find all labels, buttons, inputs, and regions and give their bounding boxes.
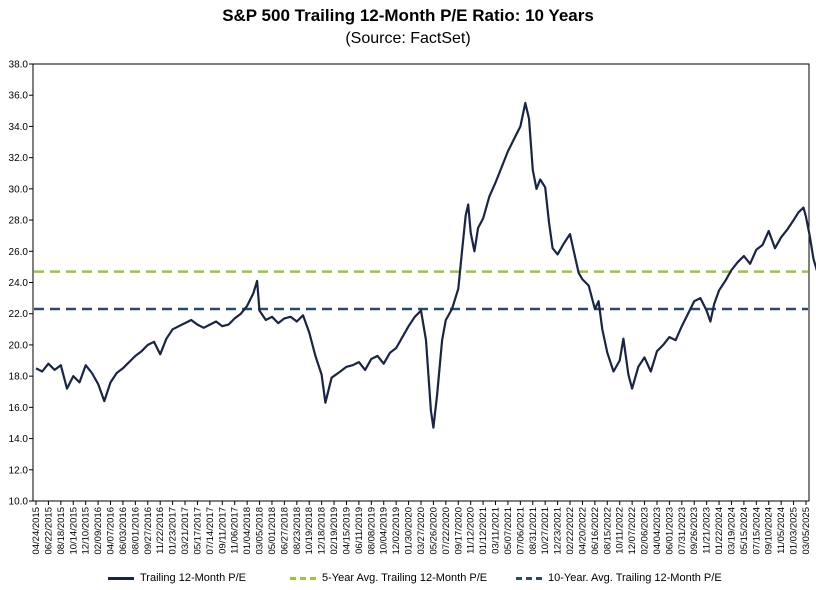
y-tick-label: 38.0 bbox=[9, 60, 29, 71]
x-tick-label: 06/11/2019 bbox=[354, 507, 365, 554]
x-tick-label: 12/07/2022 bbox=[627, 507, 638, 555]
line-chart: 10.0 12.0 14.0 16.0 18.0 20.0 22.0 24.0 26.0 28.0… bbox=[9, 60, 816, 555]
legend-label-5yr-avg: 5-Year Avg. Trailing 12-Month P/E bbox=[322, 572, 488, 584]
series-line-trailing-pe bbox=[35, 101, 816, 429]
x-tick-label: 06/27/2018 bbox=[279, 507, 290, 555]
x-tick-label: 02/19/2019 bbox=[329, 507, 340, 555]
x-tick-label: 04/07/2016 bbox=[106, 507, 117, 555]
x-tick-label: 06/16/2022 bbox=[590, 507, 601, 555]
x-tick-label: 05/07/2021 bbox=[503, 507, 514, 555]
x-tick-label: 01/22/2024 bbox=[714, 507, 725, 555]
x-tick-label: 11/12/2020 bbox=[466, 507, 477, 554]
x-tick-label: 02/22/2022 bbox=[565, 507, 576, 555]
x-tick-label: 08/23/2018 bbox=[292, 507, 303, 555]
x-tick-label: 09/10/2024 bbox=[764, 507, 775, 555]
x-tick-label: 03/05/2018 bbox=[255, 507, 266, 555]
x-tick-label: 04/15/2019 bbox=[341, 507, 352, 555]
x-tick-label: 09/11/2017 bbox=[217, 507, 228, 554]
x-tick-label: 09/27/2016 bbox=[143, 507, 154, 555]
x-tick-label: 03/11/2021 bbox=[491, 507, 502, 554]
y-tick-label: 28.0 bbox=[9, 216, 29, 227]
x-tick-label: 11/21/2023 bbox=[702, 507, 713, 554]
x-tick-label: 08/31/2021 bbox=[528, 507, 539, 555]
y-tick-label: 32.0 bbox=[9, 153, 29, 164]
y-tick-label: 16.0 bbox=[9, 403, 29, 414]
legend-item-10yr-avg: 10-Year. Avg. Trailing 12-Month P/E bbox=[516, 572, 722, 584]
x-tick-label: 12/23/2021 bbox=[553, 507, 564, 555]
x-tick-label: 11/06/2017 bbox=[230, 507, 241, 554]
x-tick-label: 10/19/2018 bbox=[304, 507, 315, 555]
y-tick-label: 18.0 bbox=[9, 372, 29, 383]
x-tick-label: 02/06/2023 bbox=[640, 507, 651, 555]
x-tick-label: 08/01/2016 bbox=[130, 507, 141, 555]
series-layer bbox=[34, 101, 816, 429]
x-tick-label: 05/26/2020 bbox=[428, 507, 439, 555]
x-tick-label: 02/09/2016 bbox=[93, 507, 104, 555]
x-tick-label: 01/04/2018 bbox=[242, 507, 253, 555]
x-tick-label: 07/14/2017 bbox=[205, 507, 216, 555]
x-tick-label: 01/12/2021 bbox=[478, 507, 489, 555]
x-tick-label: 10/11/2022 bbox=[615, 507, 626, 554]
y-tick-label: 14.0 bbox=[9, 434, 29, 445]
x-tick-label: 12/18/2018 bbox=[317, 507, 328, 555]
legend-label-trailing-pe: Trailing 12-Month P/E bbox=[140, 572, 246, 584]
x-tick-label: 06/03/2016 bbox=[118, 507, 129, 555]
x-tick-label: 01/23/2017 bbox=[168, 507, 179, 555]
x-tick-label: 03/27/2020 bbox=[416, 507, 427, 555]
x-tick-label: 06/01/2023 bbox=[664, 507, 675, 555]
x-tick-label: 04/20/2022 bbox=[577, 507, 588, 555]
y-tick-label: 36.0 bbox=[9, 91, 29, 102]
x-tick-label: 03/05/2025 bbox=[801, 507, 812, 555]
y-tick-label: 34.0 bbox=[9, 122, 29, 133]
plot-area bbox=[32, 63, 810, 502]
legend-item-trailing-pe: Trailing 12-Month P/E bbox=[108, 572, 246, 584]
x-tick-label: 08/18/2015 bbox=[56, 507, 67, 555]
x-tick-label: 05/01/2018 bbox=[267, 507, 278, 555]
x-tick-label: 03/21/2017 bbox=[180, 507, 191, 555]
x-tick-label: 09/17/2020 bbox=[453, 507, 464, 555]
y-tick-label: 20.0 bbox=[9, 340, 29, 351]
x-tick-label: 03/19/2024 bbox=[726, 507, 737, 555]
x-tick-label: 05/15/2024 bbox=[739, 507, 750, 555]
legend-label-10yr-avg: 10-Year. Avg. Trailing 12-Month P/E bbox=[548, 572, 722, 584]
legend-item-5yr-avg: 5-Year Avg. Trailing 12-Month P/E bbox=[290, 572, 487, 584]
x-tick-label: 08/08/2019 bbox=[366, 507, 377, 555]
y-tick-label: 24.0 bbox=[9, 278, 29, 289]
x-tick-label: 12/10/2015 bbox=[81, 507, 92, 555]
x-tick-label: 04/24/2015 bbox=[31, 507, 42, 555]
x-tick-label: 11/05/2024 bbox=[776, 507, 787, 554]
y-axis: 10.0 12.0 14.0 16.0 18.0 20.0 22.0 24.0 26.0 28.0… bbox=[9, 60, 33, 508]
x-tick-label: 07/22/2020 bbox=[441, 507, 452, 555]
legend: Trailing 12-Month P/E 5-Year Avg. Traili… bbox=[0, 572, 816, 588]
y-tick-label: 10.0 bbox=[9, 497, 29, 508]
y-tick-label: 22.0 bbox=[9, 309, 29, 320]
chart-title: S&P 500 Trailing 12-Month P/E Ratio: 10 … bbox=[222, 6, 594, 25]
x-tick-label: 07/06/2021 bbox=[515, 507, 526, 555]
x-tick-label: 06/22/2015 bbox=[43, 507, 54, 555]
x-tick-label: 09/26/2023 bbox=[689, 507, 700, 555]
x-tick-label: 04/04/2023 bbox=[652, 507, 663, 555]
x-tick-label: 10/14/2015 bbox=[68, 507, 79, 555]
x-tick-label: 08/15/2022 bbox=[602, 507, 613, 555]
x-tick-label: 12/02/2019 bbox=[391, 507, 402, 555]
x-axis: 04/24/2015 06/22/2015 08/18/2015 10/14/2015… bbox=[31, 501, 812, 555]
x-tick-label: 11/22/2016 bbox=[155, 507, 166, 554]
x-tick-label: 10/27/2021 bbox=[540, 507, 551, 555]
chart-subtitle: (Source: FactSet) bbox=[345, 30, 471, 47]
x-tick-label: 01/03/2025 bbox=[789, 507, 800, 555]
y-tick-label: 26.0 bbox=[9, 247, 29, 258]
x-tick-label: 05/17/2017 bbox=[192, 507, 203, 555]
legend-swatch-trailing-pe bbox=[108, 576, 134, 580]
x-tick-label: 07/31/2023 bbox=[677, 507, 688, 555]
y-tick-label: 30.0 bbox=[9, 184, 29, 195]
legend-swatch-10yr-avg bbox=[516, 576, 542, 580]
x-tick-label: 07/15/2024 bbox=[751, 507, 762, 555]
y-tick-label: 12.0 bbox=[9, 465, 29, 476]
x-tick-label: 10/04/2019 bbox=[379, 507, 390, 555]
legend-swatch-5yr-avg bbox=[290, 576, 316, 580]
x-tick-label: 01/30/2020 bbox=[404, 507, 415, 555]
